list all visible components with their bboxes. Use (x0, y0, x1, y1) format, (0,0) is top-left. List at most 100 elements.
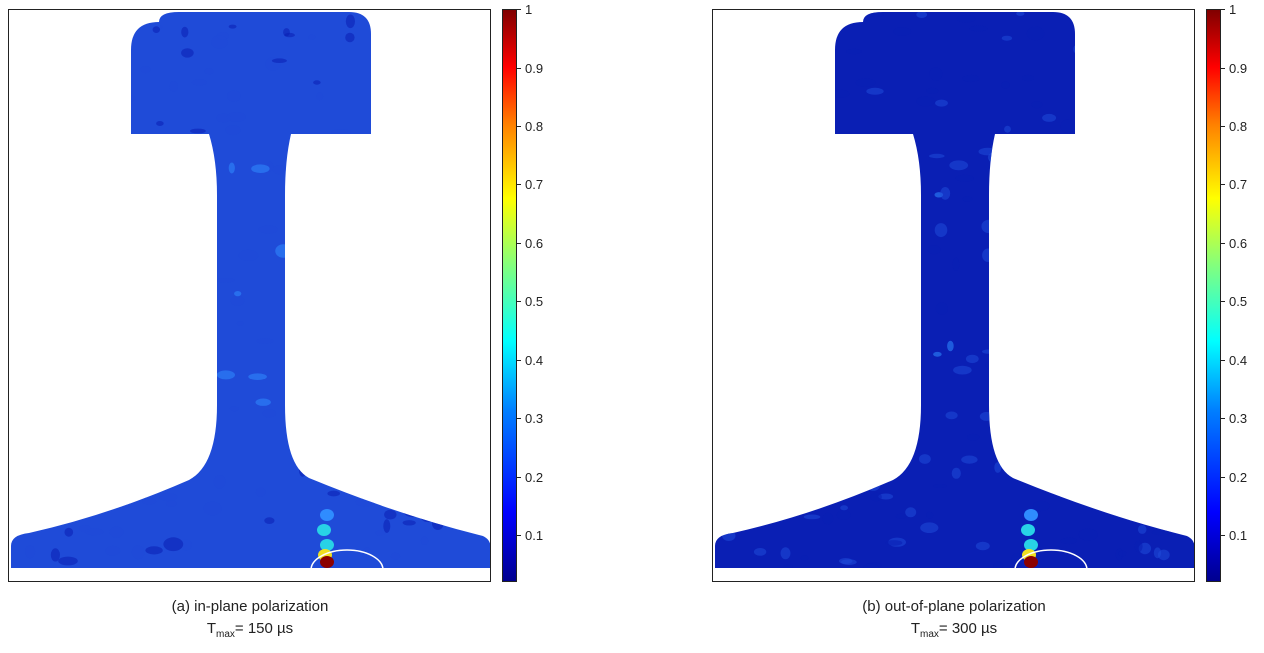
speckle (722, 77, 729, 91)
speckle (78, 525, 91, 533)
speckle (1072, 244, 1089, 253)
speckle (996, 167, 1011, 175)
speckle (110, 498, 130, 510)
colorbar-tick: 0.4 (517, 353, 557, 368)
speckle (35, 152, 54, 162)
speckle (432, 517, 444, 530)
speckle (111, 249, 119, 262)
speckle (1097, 203, 1117, 214)
speckle (226, 112, 246, 122)
speckle (308, 34, 316, 40)
speckle (1118, 550, 1127, 557)
speckle (826, 473, 845, 479)
speckle (403, 505, 423, 518)
speckle (448, 287, 460, 299)
tick-mark (1221, 535, 1225, 537)
tick-label: 0.5 (525, 294, 544, 310)
speckle (37, 302, 50, 316)
speckle (715, 12, 725, 21)
speckle (38, 196, 55, 206)
speckle (994, 462, 1002, 473)
tick-mark (517, 125, 521, 127)
speckle (790, 32, 798, 45)
speckle (1129, 67, 1137, 77)
speckle (749, 38, 762, 52)
speckle (20, 173, 36, 181)
speckle (108, 483, 127, 495)
speckle (1063, 217, 1080, 226)
panel-in-plane: 1 0.9 0.8 0.7 0.6 0.5 0.4 0.3 0.2 0.1 (a) in-plan… (0, 0, 600, 653)
speckle (175, 359, 195, 367)
speckle (846, 209, 865, 215)
speckle (426, 332, 441, 345)
speckle (1021, 74, 1035, 82)
speckle (1052, 486, 1063, 497)
speckle (982, 248, 994, 262)
speckle (796, 167, 816, 179)
speckle (103, 484, 120, 493)
caption-title: (a) in-plane polarization (171, 598, 329, 615)
speckle (360, 375, 371, 386)
speckle (1157, 439, 1170, 449)
speckle (730, 471, 750, 477)
speckle (181, 48, 194, 58)
speckle (735, 184, 743, 197)
speckle (885, 540, 903, 546)
speckle (1113, 376, 1122, 386)
speckle (776, 72, 784, 79)
speckle (803, 373, 810, 388)
speckle (109, 526, 124, 538)
speckle (216, 278, 235, 283)
speckle (101, 49, 108, 56)
speckle (23, 71, 33, 79)
hotspot-mark (1021, 524, 1035, 536)
speckle (953, 365, 972, 375)
speckle (822, 512, 834, 525)
speckle (799, 307, 818, 320)
speckle (49, 101, 56, 116)
speckle (23, 326, 37, 341)
speckle (1120, 244, 1129, 258)
speckle (11, 437, 27, 443)
speckle (11, 414, 22, 428)
speckle (181, 26, 189, 38)
speckle (723, 104, 740, 112)
speckle (731, 467, 750, 477)
speckle (402, 305, 410, 317)
speckle (919, 454, 931, 464)
speckle (1089, 199, 1100, 210)
speckle (361, 366, 377, 373)
speckle (1042, 113, 1057, 122)
speckle (161, 280, 175, 289)
hotspot-ellipse (1014, 549, 1088, 581)
speckle (61, 376, 79, 388)
speckle (121, 95, 137, 102)
speckle (216, 113, 232, 123)
speckle (379, 451, 392, 455)
speckle (255, 487, 266, 498)
speckle (1151, 529, 1171, 536)
heatmap-frame (8, 9, 491, 582)
speckle (446, 112, 453, 118)
heatmap-frame (712, 9, 1195, 582)
speckle (1055, 263, 1066, 271)
speckle (1184, 300, 1194, 308)
speckle (1137, 133, 1151, 138)
speckle (1113, 237, 1125, 246)
speckle (723, 370, 737, 382)
speckle (425, 203, 437, 214)
speckle (775, 427, 790, 438)
speckle (1164, 467, 1175, 475)
speckle (35, 212, 51, 224)
tick-label: 0.6 (525, 235, 544, 251)
speckle (370, 234, 388, 246)
speckle (374, 351, 384, 362)
speckle (1032, 500, 1050, 512)
speckle (890, 453, 903, 460)
colorbar-tick: 0.3 (517, 412, 557, 426)
speckle (92, 314, 109, 325)
speckle (319, 353, 337, 364)
tick-mark (1221, 359, 1225, 361)
speckle (1164, 72, 1178, 79)
tick-mark (1221, 301, 1225, 303)
